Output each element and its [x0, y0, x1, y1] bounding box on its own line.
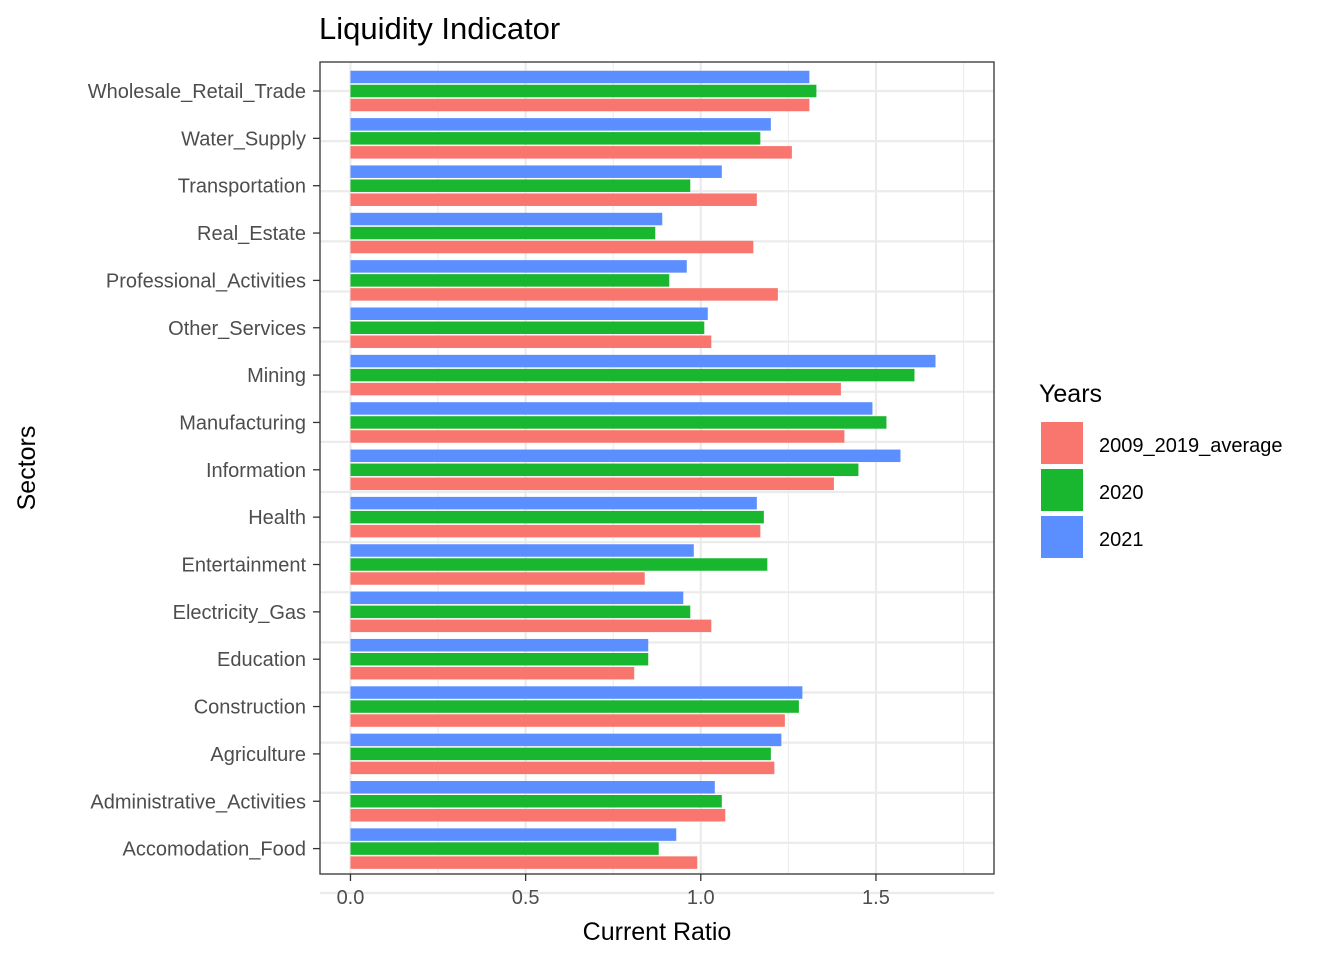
x-tick-label: 1.0	[687, 887, 715, 909]
bar-water-supply-2009-2019-average	[350, 146, 792, 159]
x-tick-label: 0.5	[512, 887, 540, 909]
y-tick-label: Accomodation_Food	[123, 839, 306, 861]
bar-administrative-activities-2009-2019-average	[350, 809, 726, 822]
bar-information-2021	[350, 449, 901, 463]
bar-other-services-2021	[350, 307, 708, 320]
bar-real-estate-2021	[350, 212, 663, 226]
bar-transportation-2020	[350, 179, 691, 192]
bar-entertainment-2009-2019-average	[350, 572, 645, 585]
y-axis-title: Sectors	[13, 426, 41, 511]
bar-water-supply-2020	[350, 132, 761, 145]
bar-transportation-2009-2019-average	[350, 193, 757, 206]
y-tick-label: Entertainment	[181, 555, 306, 577]
y-axis: Wholesale_Retail_Trade Water_Supply Transp…	[88, 81, 320, 861]
legend-label: 2021	[1099, 529, 1144, 551]
bar-agriculture-2009-2019-average	[350, 761, 775, 775]
bar-construction-2020	[350, 700, 799, 713]
bar-manufacturing-2021	[350, 402, 873, 415]
bar-electricity-gas-2021	[350, 591, 684, 605]
y-tick-label: Agriculture	[210, 744, 306, 766]
y-tick-label: Professional_Activities	[106, 270, 306, 292]
bar-information-2020	[350, 463, 859, 477]
bar-health-2020	[350, 510, 764, 524]
y-tick-label: Health	[248, 507, 306, 529]
bar-education-2009-2019-average	[350, 666, 635, 680]
legend-label: 2020	[1099, 482, 1144, 504]
bar-accomodation-food-2021	[350, 828, 677, 841]
bar-entertainment-2020	[350, 558, 768, 571]
x-axis-title: Current Ratio	[583, 918, 732, 946]
bar-mining-2021	[350, 354, 936, 368]
y-tick-label: Transportation	[178, 176, 306, 198]
legend-label: 2009_2019_average	[1099, 435, 1283, 457]
x-tick-label: 0.0	[337, 887, 365, 909]
bar-administrative-activities-2020	[350, 795, 722, 808]
bar-education-2021	[350, 638, 649, 652]
bar-water-supply-2021	[350, 118, 771, 131]
bar-education-2020	[350, 652, 649, 666]
bar-real-estate-2020	[350, 226, 656, 240]
bar-information-2009-2019-average	[350, 477, 834, 491]
bar-real-estate-2009-2019-average	[350, 240, 754, 254]
bar-wholesale-retail-trade-2021	[350, 70, 810, 84]
bar-wholesale-retail-trade-2009-2019-average	[350, 98, 810, 112]
bar-accomodation-food-2020	[350, 842, 659, 855]
y-tick-label: Mining	[247, 365, 306, 387]
x-tick-label: 1.5	[862, 887, 890, 909]
y-tick-label: Construction	[194, 697, 306, 719]
bar-professional-activities-2020	[350, 274, 670, 287]
legend-title: Years	[1039, 380, 1102, 408]
bar-entertainment-2021	[350, 544, 694, 557]
y-tick-label: Information	[206, 460, 306, 482]
bar-layer	[350, 70, 936, 869]
bar-manufacturing-2020	[350, 416, 887, 429]
y-tick-label: Administrative_Activities	[90, 791, 306, 813]
bar-professional-activities-2009-2019-average	[350, 288, 778, 301]
bar-agriculture-2021	[350, 733, 782, 747]
bar-accomodation-food-2009-2019-average	[350, 856, 698, 869]
legend: Years 2009_2019_average 2020 2021	[1039, 380, 1283, 558]
bar-agriculture-2020	[350, 747, 771, 761]
bar-professional-activities-2021	[350, 260, 687, 273]
bar-health-2009-2019-average	[350, 524, 761, 538]
y-tick-label: Water_Supply	[181, 128, 306, 150]
y-tick-label: Manufacturing	[179, 412, 306, 434]
bar-other-services-2009-2019-average	[350, 335, 712, 348]
plot-border	[319, 61, 995, 875]
x-axis: 0.0 0.5 1.0 1.5	[337, 874, 890, 909]
bar-construction-2009-2019-average	[350, 714, 785, 727]
bar-mining-2020	[350, 368, 915, 382]
y-tick-label: Other_Services	[168, 318, 306, 340]
legend-swatch-2020	[1041, 469, 1083, 511]
bar-construction-2021	[350, 686, 803, 699]
y-tick-label: Education	[217, 649, 306, 671]
legend-swatch-2009-2019-average	[1041, 422, 1083, 464]
bar-administrative-activities-2021	[350, 781, 715, 794]
bar-other-services-2020	[350, 321, 705, 334]
y-tick-label: Wholesale_Retail_Trade	[88, 81, 306, 103]
bar-transportation-2021	[350, 165, 722, 178]
bar-electricity-gas-2020	[350, 605, 691, 619]
bar-health-2021	[350, 496, 757, 510]
bar-wholesale-retail-trade-2020	[350, 84, 817, 98]
bar-electricity-gas-2009-2019-average	[350, 619, 712, 633]
chart-title: Liquidity Indicator	[319, 11, 560, 46]
bar-mining-2009-2019-average	[350, 382, 841, 396]
y-tick-label: Electricity_Gas	[173, 602, 306, 624]
legend-swatch-2021	[1041, 516, 1083, 558]
y-tick-label: Real_Estate	[197, 223, 306, 245]
bar-manufacturing-2009-2019-average	[350, 430, 845, 443]
